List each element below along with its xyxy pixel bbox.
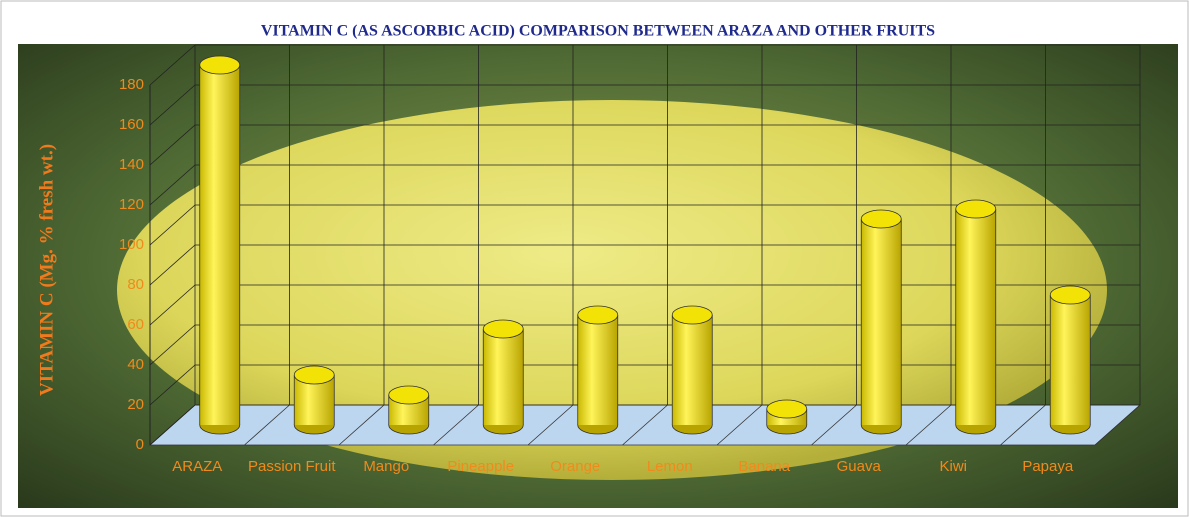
y-tick-label: 160: [119, 116, 144, 133]
bar: [1050, 295, 1090, 425]
y-axis-label: VITAMIN C (Mg. % fresh wt.): [36, 144, 57, 396]
x-tick-label: ARAZA: [172, 458, 222, 475]
bar-top: [578, 306, 618, 324]
bar-top: [1050, 286, 1090, 304]
x-tick-label: Passion Fruit: [248, 458, 336, 475]
bar: [483, 329, 523, 425]
x-tick-label: Orange: [550, 458, 600, 475]
bar-top: [767, 400, 807, 418]
bar-top: [483, 320, 523, 338]
bar-top: [672, 306, 712, 324]
y-tick-label: 0: [136, 436, 144, 453]
bar: [861, 219, 901, 425]
x-tick-label: Papaya: [1022, 458, 1074, 475]
y-tick-label: 60: [127, 316, 144, 333]
bar-top: [389, 386, 429, 404]
chart-title: VITAMIN C (AS ASCORBIC ACID) COMPARISON …: [261, 23, 935, 40]
chart: VITAMIN C (AS ASCORBIC ACID) COMPARISON …: [0, 0, 1189, 517]
bar: [578, 315, 618, 425]
y-tick-label: 20: [127, 396, 144, 413]
x-tick-label: Pineapple: [447, 458, 514, 475]
x-tick-label: Kiwi: [939, 458, 967, 475]
x-tick-label: Lemon: [647, 458, 693, 475]
y-tick-label: 80: [127, 276, 144, 293]
bar-top: [956, 200, 996, 218]
bar-top: [294, 366, 334, 384]
x-tick-label: Mango: [363, 458, 409, 475]
y-tick-label: 40: [127, 356, 144, 373]
bar: [200, 65, 240, 425]
x-tick-label: Guava: [837, 458, 882, 475]
bar-top: [200, 56, 240, 74]
y-tick-label: 120: [119, 196, 144, 213]
bar: [956, 209, 996, 425]
bar: [672, 315, 712, 425]
y-tick-label: 100: [119, 236, 144, 253]
y-tick-label: 140: [119, 156, 144, 173]
y-tick-label: 180: [119, 76, 144, 93]
bar-top: [861, 210, 901, 228]
x-tick-label: Banana: [738, 458, 790, 475]
